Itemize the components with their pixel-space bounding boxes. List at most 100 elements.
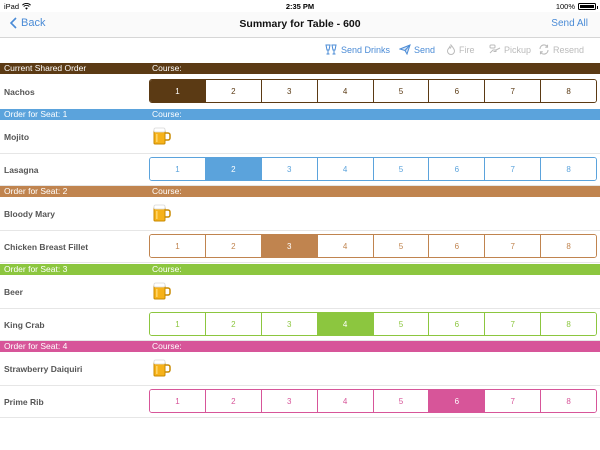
course-button-3[interactable]: 3 [260, 313, 317, 335]
course-button-7[interactable]: 7 [484, 313, 541, 335]
chevron-left-icon [10, 17, 17, 29]
course-button-3[interactable]: 3 [260, 158, 317, 180]
course-button-7[interactable]: 7 [484, 80, 541, 102]
course-button-7[interactable]: 7 [484, 158, 541, 180]
fire-button[interactable]: Fire [446, 44, 475, 55]
send-all-button[interactable]: Send All [551, 18, 588, 29]
course-button-2[interactable]: 2 [204, 235, 261, 257]
section-header-seat-4: Order for Seat: 4 Course: [0, 341, 600, 352]
course-button-1[interactable]: 1 [150, 80, 205, 102]
section-header-seat-3: Order for Seat: 3 Course: [0, 264, 600, 275]
course-heading: Course: [152, 109, 182, 119]
course-button-7[interactable]: 7 [484, 235, 541, 257]
course-button-2[interactable]: 2 [204, 158, 261, 180]
course-button-6[interactable]: 6 [428, 390, 485, 412]
order-row-mojito: Mojito [0, 120, 600, 154]
resend-arrows-icon [539, 44, 549, 55]
item-name: Nachos [4, 87, 35, 97]
battery-percent: 100% [555, 2, 575, 11]
send-button[interactable]: Send [399, 44, 435, 55]
status-left: iPad [4, 2, 31, 11]
course-button-7[interactable]: 7 [484, 390, 541, 412]
course-heading: Course: [152, 341, 182, 351]
course-heading: Course: [152, 264, 182, 274]
course-button-6[interactable]: 6 [428, 235, 485, 257]
cheers-glasses-icon [325, 44, 337, 55]
course-button-2[interactable]: 2 [204, 313, 261, 335]
item-name: Bloody Mary [4, 209, 56, 219]
course-heading: Course: [152, 186, 182, 196]
course-button-3[interactable]: 3 [260, 80, 317, 102]
pickup-label: Pickup [504, 44, 532, 55]
course-button-2[interactable]: 2 [204, 80, 261, 102]
item-name: King Crab [4, 320, 45, 330]
course-button-1[interactable]: 1 [150, 313, 205, 335]
order-row-strawberry-daiquiri: Strawberry Daiquiri [0, 352, 600, 386]
course-button-2[interactable]: 2 [204, 390, 261, 412]
item-name: Prime Rib [4, 397, 44, 407]
course-button-8[interactable]: 8 [540, 235, 596, 257]
order-row-bloody-mary: Bloody Mary [0, 197, 600, 231]
paper-plane-icon [399, 44, 411, 55]
section-label: Order for Seat: 2 [4, 186, 68, 196]
order-row-beer: Beer [0, 275, 600, 309]
course-button-1[interactable]: 1 [150, 390, 205, 412]
send-drinks-label: Send Drinks [341, 44, 391, 55]
course-button-6[interactable]: 6 [428, 158, 485, 180]
fire-icon [446, 44, 456, 55]
wifi-icon [22, 3, 31, 10]
pickup-button[interactable]: Pickup [489, 44, 531, 55]
section-header-seat-1: Order for Seat: 1 Course: [0, 109, 600, 120]
course-button-4[interactable]: 4 [316, 313, 373, 335]
course-button-6[interactable]: 6 [428, 80, 485, 102]
item-name: Strawberry Daiquiri [4, 364, 83, 374]
course-button-3[interactable]: 3 [260, 390, 317, 412]
course-button-5[interactable]: 5 [372, 80, 429, 102]
course-button-8[interactable]: 8 [540, 390, 596, 412]
course-button-8[interactable]: 8 [540, 313, 596, 335]
battery-icon [578, 3, 598, 10]
resend-label: Resend [553, 44, 585, 55]
send-drinks-button[interactable]: Send Drinks [324, 44, 390, 55]
device-label: iPad [4, 2, 20, 11]
course-button-5[interactable]: 5 [372, 313, 429, 335]
resend-button[interactable]: Resend [538, 44, 584, 55]
navigation-bar: Back Summary for Table - 600 Send All [0, 12, 600, 38]
course-button-6[interactable]: 6 [428, 313, 485, 335]
course-heading: Course: [152, 63, 182, 73]
item-name: Mojito [4, 132, 30, 142]
course-button-5[interactable]: 5 [372, 158, 429, 180]
course-button-1[interactable]: 1 [150, 158, 205, 180]
section-header-seat-2: Order for Seat: 2 Course: [0, 186, 600, 197]
status-right: 100% [555, 2, 598, 11]
section-label: Current Shared Order [4, 63, 87, 73]
action-toolbar: Send Drinks Send Fire Pickup Resend [0, 40, 600, 62]
course-button-5[interactable]: 5 [372, 390, 429, 412]
course-button-4[interactable]: 4 [316, 235, 373, 257]
beer-mug-icon [153, 127, 171, 145]
course-button-1[interactable]: 1 [150, 235, 205, 257]
course-button-4[interactable]: 4 [316, 80, 373, 102]
course-button-3[interactable]: 3 [260, 235, 317, 257]
status-bar: iPad 2:35 PM 100% [0, 0, 600, 12]
course-button-5[interactable]: 5 [372, 235, 429, 257]
course-button-8[interactable]: 8 [540, 158, 596, 180]
item-name: Beer [4, 287, 23, 297]
course-button-4[interactable]: 4 [316, 158, 373, 180]
status-time: 2:35 PM [285, 2, 315, 11]
beer-mug-icon [153, 359, 171, 377]
back-button[interactable]: Back [10, 17, 45, 29]
page-title: Summary for Table - 600 [239, 18, 361, 30]
section-header-shared-order: Current Shared Order Course: [0, 63, 600, 74]
course-button-4[interactable]: 4 [316, 390, 373, 412]
course-button-8[interactable]: 8 [540, 80, 596, 102]
